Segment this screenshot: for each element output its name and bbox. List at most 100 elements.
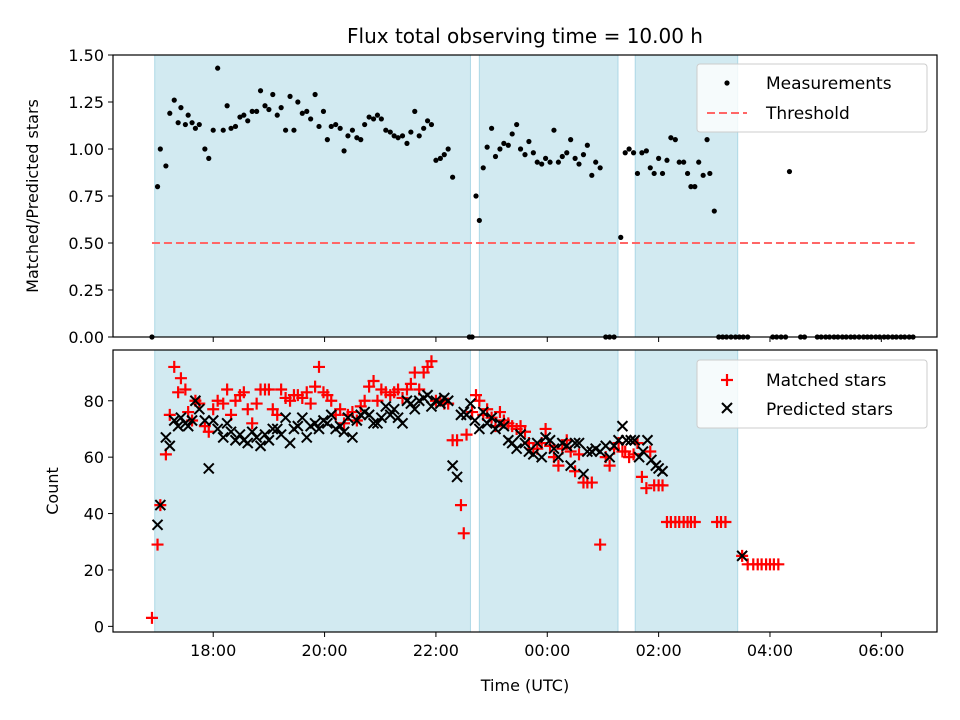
predicted-star-marker (296, 411, 309, 424)
x-tick-label: 20:00 (302, 641, 348, 660)
measurement-point (473, 193, 479, 199)
measurement-point (589, 172, 595, 178)
predicted-star-marker (628, 434, 641, 446)
measurement-point (312, 91, 318, 98)
measurement-point (370, 116, 377, 122)
matched-star-marker (241, 403, 254, 416)
measurement-point (651, 170, 657, 177)
predicted-star-marker (203, 462, 215, 475)
predicted-star-marker (271, 423, 283, 435)
predicted-star-marker (160, 431, 172, 444)
predicted-star-marker (275, 428, 287, 441)
measurement-point (274, 112, 280, 118)
measurement-point (337, 125, 343, 131)
measurement-point (543, 155, 549, 161)
matched-star-markers (145, 355, 785, 624)
measurement-point (711, 208, 717, 214)
matched-star-marker (772, 558, 785, 571)
measurement-point (445, 146, 451, 152)
measurement-point (568, 137, 574, 143)
measurement-point (224, 103, 230, 109)
xlabel: Time (UTC) (480, 676, 569, 695)
measurement-point (185, 112, 191, 118)
predicted-star-marker (151, 519, 164, 531)
y-tick-label: 0 (94, 617, 104, 636)
measurement-point (572, 155, 578, 161)
predicted-star-marker (625, 434, 637, 446)
predicted-star-marker (446, 459, 459, 472)
measurement-point (391, 133, 397, 139)
predicted-star-marker (267, 423, 279, 435)
measurement-point (189, 120, 195, 126)
bottom-ylabel: Count (43, 467, 62, 515)
matched-star-marker (300, 386, 313, 399)
x-tick-label: 04:00 (747, 641, 793, 660)
x-tick-label: 00:00 (524, 641, 570, 660)
measurement-point (684, 170, 691, 177)
legend-predicted-label: Predicted stars (766, 400, 893, 420)
predicted-star-marker (259, 428, 271, 441)
matched-star-marker (334, 403, 347, 416)
matched-star-marker (573, 448, 586, 461)
matched-star-marker (644, 445, 657, 458)
matched-star-marker (367, 375, 380, 388)
predicted-star-marker (460, 409, 473, 421)
predicted-star-marker (342, 411, 354, 424)
measurement-point (530, 150, 536, 156)
measurement-point (416, 133, 422, 139)
matched-star-marker (656, 479, 669, 492)
measurement-point (378, 116, 384, 122)
measurement-point (182, 121, 188, 128)
matched-star-marker (425, 355, 438, 368)
matched-star-marker (719, 516, 732, 529)
predicted-star-marker (564, 459, 577, 472)
matched-star-marker (207, 403, 220, 416)
measurement-point (497, 146, 503, 152)
predicted-star-marker (535, 451, 548, 463)
matched-star-marker (454, 499, 467, 512)
y-tick-label: 40 (84, 505, 104, 524)
predicted-star-marker (292, 420, 304, 432)
measurement-point (501, 140, 507, 146)
predicted-star-marker (254, 440, 267, 452)
y-tick-label: 60 (84, 448, 104, 467)
predicted-star-marker (464, 397, 477, 410)
matched-star-marker (635, 470, 648, 483)
predicted-star-marker (548, 442, 560, 455)
measurement-point (299, 110, 305, 116)
predicted-star-marker (569, 437, 581, 449)
predicted-star-marker (367, 417, 380, 430)
measurement-point (688, 184, 694, 190)
predicted-star-marker (189, 395, 202, 407)
predicted-star-marker (451, 471, 463, 483)
matched-star-marker (304, 397, 317, 410)
bottom-legend-box (696, 359, 928, 429)
legend-measurement-marker (724, 80, 730, 86)
predicted-star-marker (552, 451, 565, 463)
matched-star-marker (451, 434, 464, 447)
measurement-point (656, 155, 662, 161)
measurement-point (634, 170, 641, 177)
matched-star-marker (585, 476, 598, 489)
predicted-star-marker (421, 389, 434, 401)
measurement-point (178, 105, 184, 111)
matched-star-marker (202, 425, 215, 438)
legend-threshold-label: Threshold (765, 104, 850, 124)
measurement-point (555, 159, 562, 165)
predicted-star-marker (544, 434, 556, 446)
measurement-point (626, 146, 632, 152)
measurement-point (202, 146, 208, 152)
predicted-star-marker (477, 406, 489, 418)
predicted-star-marker (600, 440, 612, 452)
predicted-star-marker (469, 414, 481, 427)
predicted-star-marker (485, 411, 498, 424)
measurement-point (450, 174, 456, 180)
matched-star-marker (179, 383, 192, 396)
top-legend-box (696, 63, 928, 133)
ratio-panel: 0.00 0.25 0.50 0.75 1.00 1.25 1.50 Matched/Pre… (23, 46, 938, 347)
bottom-axes-frame (112, 349, 938, 633)
measurement-point (659, 170, 666, 177)
matched-star-marker (325, 394, 338, 407)
measurement-point (643, 148, 649, 154)
top-x-ticks (212, 337, 882, 342)
